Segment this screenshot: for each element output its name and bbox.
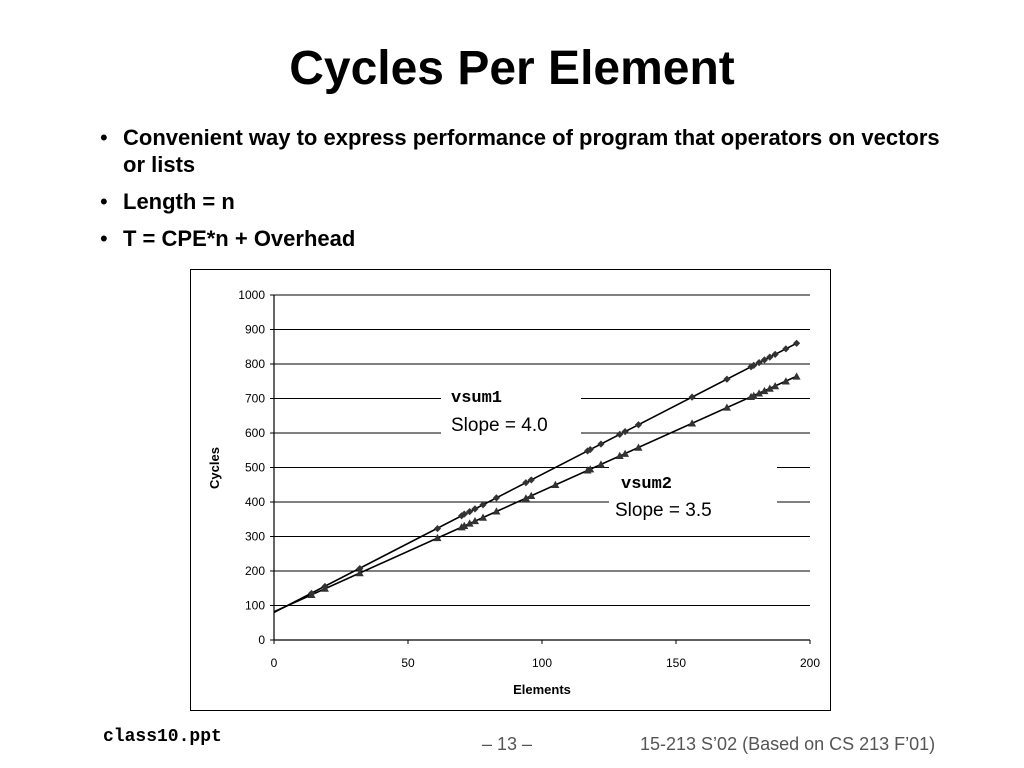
y-axis-label: Cycles (207, 447, 222, 489)
axis-layer: 0 100 200 300 400 500 600 700 800 900 1000 0 50 100 15… (238, 288, 820, 670)
y-tick-label: 500 (245, 461, 265, 475)
data-point-vsum2 (765, 384, 774, 392)
data-point-vsum2 (760, 386, 769, 395)
y-tick-label: 0 (258, 633, 265, 647)
data-point-vsum2 (460, 521, 469, 530)
chart-frame: 0 100 200 300 400 500 600 700 800 900 1000 0 50 100 15… (190, 269, 831, 711)
x-axis-label: Elements (513, 682, 571, 697)
y-tick-label: 1000 (238, 288, 265, 302)
data-point-vsum2 (521, 494, 530, 502)
y-tick-label: 700 (245, 392, 265, 406)
data-point-vsum2 (749, 391, 758, 399)
y-tick-label: 600 (245, 426, 265, 440)
footer-page-number: – 13 – (482, 734, 533, 754)
y-tick-label: 400 (245, 495, 265, 509)
data-point-vsum2 (771, 382, 780, 390)
bullet-dot: • (100, 125, 108, 150)
data-point-vsum1 (723, 375, 731, 383)
x-tick-label: 50 (401, 656, 415, 670)
bullet-text: Length = n (123, 189, 235, 214)
data-point-vsum1 (750, 361, 758, 369)
data-point-vsum1 (586, 445, 594, 454)
data-point-vsum2 (479, 513, 488, 521)
bullet-text: T = CPE*n + Overhead (123, 226, 356, 251)
data-point-vsum1 (433, 524, 442, 533)
data-point-vsum1 (755, 359, 763, 367)
bullet-dot: • (100, 189, 108, 214)
y-tick-label: 300 (245, 530, 265, 544)
annotation-2-text: Slope = 3.5 (615, 500, 712, 521)
data-point-vsum2 (586, 465, 595, 473)
x-tick-label: 100 (532, 656, 552, 670)
data-point-vsum2 (615, 451, 624, 459)
data-point-vsum1 (527, 476, 535, 484)
annotation-2-code: vsum2 (621, 475, 672, 494)
data-point-vsum2 (320, 584, 329, 592)
data-point-vsum1 (634, 421, 643, 429)
footer-course: 15-213 S’02 (Based on CS 213 F’01) (640, 734, 936, 754)
data-point-vsum1 (583, 447, 592, 455)
data-point-vsum1 (782, 345, 790, 353)
data-point-vsum2 (755, 389, 764, 397)
data-point-vsum2 (492, 507, 501, 515)
bullet-item: • Convenient way to express performance o… (100, 124, 960, 178)
data-point-vsum2 (433, 533, 442, 542)
x-tick-label: 0 (271, 656, 278, 670)
data-point-vsum1 (492, 494, 501, 502)
data-point-vsum1 (621, 428, 629, 436)
data-point-vsum2 (688, 419, 697, 427)
footer-filename: class10.ppt (103, 727, 222, 747)
data-point-vsum1 (460, 510, 468, 518)
bullet-item: • Length = n (100, 188, 960, 215)
x-tick-label: 150 (666, 656, 686, 670)
y-tick-label: 900 (245, 323, 265, 337)
data-point-vsum1 (616, 430, 624, 438)
data-point-vsum1 (793, 339, 801, 347)
data-point-vsum2 (471, 516, 479, 525)
data-point-vsum1 (597, 440, 605, 448)
data-point-vsum2 (792, 372, 801, 380)
data-point-vsum1 (688, 393, 696, 401)
data-point-vsum1 (747, 363, 755, 371)
bullet-dot: • (100, 226, 108, 251)
bullet-item: • T = CPE*n + Overhead (100, 225, 960, 252)
data-point-vsum1 (356, 564, 364, 573)
data-point-vsum1 (479, 501, 487, 509)
data-point-vsum2 (781, 377, 790, 385)
data-point-vsum2 (355, 569, 364, 577)
slide-title: Cycles Per Element (289, 42, 735, 95)
data-point-vsum2 (722, 403, 731, 411)
x-tick-label: 200 (800, 656, 820, 670)
data-point-vsum2 (465, 519, 474, 527)
data-point-vsum1 (522, 479, 530, 487)
annotation-1-background (441, 379, 581, 441)
data-point-vsum2 (307, 590, 316, 599)
data-point-vsum2 (634, 443, 643, 451)
annotation-2-background (609, 464, 777, 527)
data-point-vsum2 (596, 460, 605, 468)
data-point-vsum2 (551, 480, 560, 488)
annotation-1-text: Slope = 4.0 (451, 415, 548, 436)
data-point-vsum2 (527, 491, 536, 499)
annotation-1-code: vsum1 (451, 389, 502, 408)
y-tick-label: 800 (245, 357, 265, 371)
bullet-text: Convenient way to express performance of… (123, 125, 940, 177)
grid-layer (274, 294, 810, 606)
y-tick-label: 200 (245, 564, 265, 578)
chart-svg: 0 100 200 300 400 500 600 700 800 900 1000 0 50 100 15… (207, 288, 820, 697)
bullet-list: • Convenient way to express performance o… (100, 124, 960, 262)
data-point-vsum2 (621, 449, 630, 457)
y-tick-label: 100 (245, 599, 265, 613)
